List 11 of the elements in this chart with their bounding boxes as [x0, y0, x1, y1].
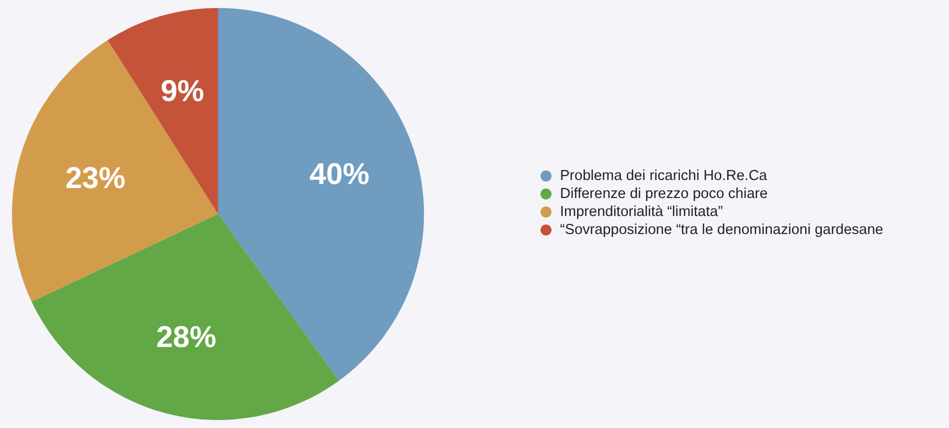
data-label: 23%	[65, 162, 126, 195]
data-label: 28%	[156, 321, 216, 354]
pie-slice	[12, 40, 218, 302]
pie-slice	[218, 8, 424, 381]
legend-label: Imprenditorialità “limitata”	[560, 204, 723, 220]
legend-label: “Sovrapposizione “tra le denominazioni gardesane	[560, 222, 884, 238]
legend-label: Differenze di prezzo poco chiare	[560, 186, 768, 202]
data-label: 40%	[309, 158, 370, 192]
pie-slice	[32, 214, 340, 420]
legend-label: Problema dei ricarichi Ho.Re.Ca	[560, 168, 768, 184]
data-label: 9%	[160, 74, 204, 108]
